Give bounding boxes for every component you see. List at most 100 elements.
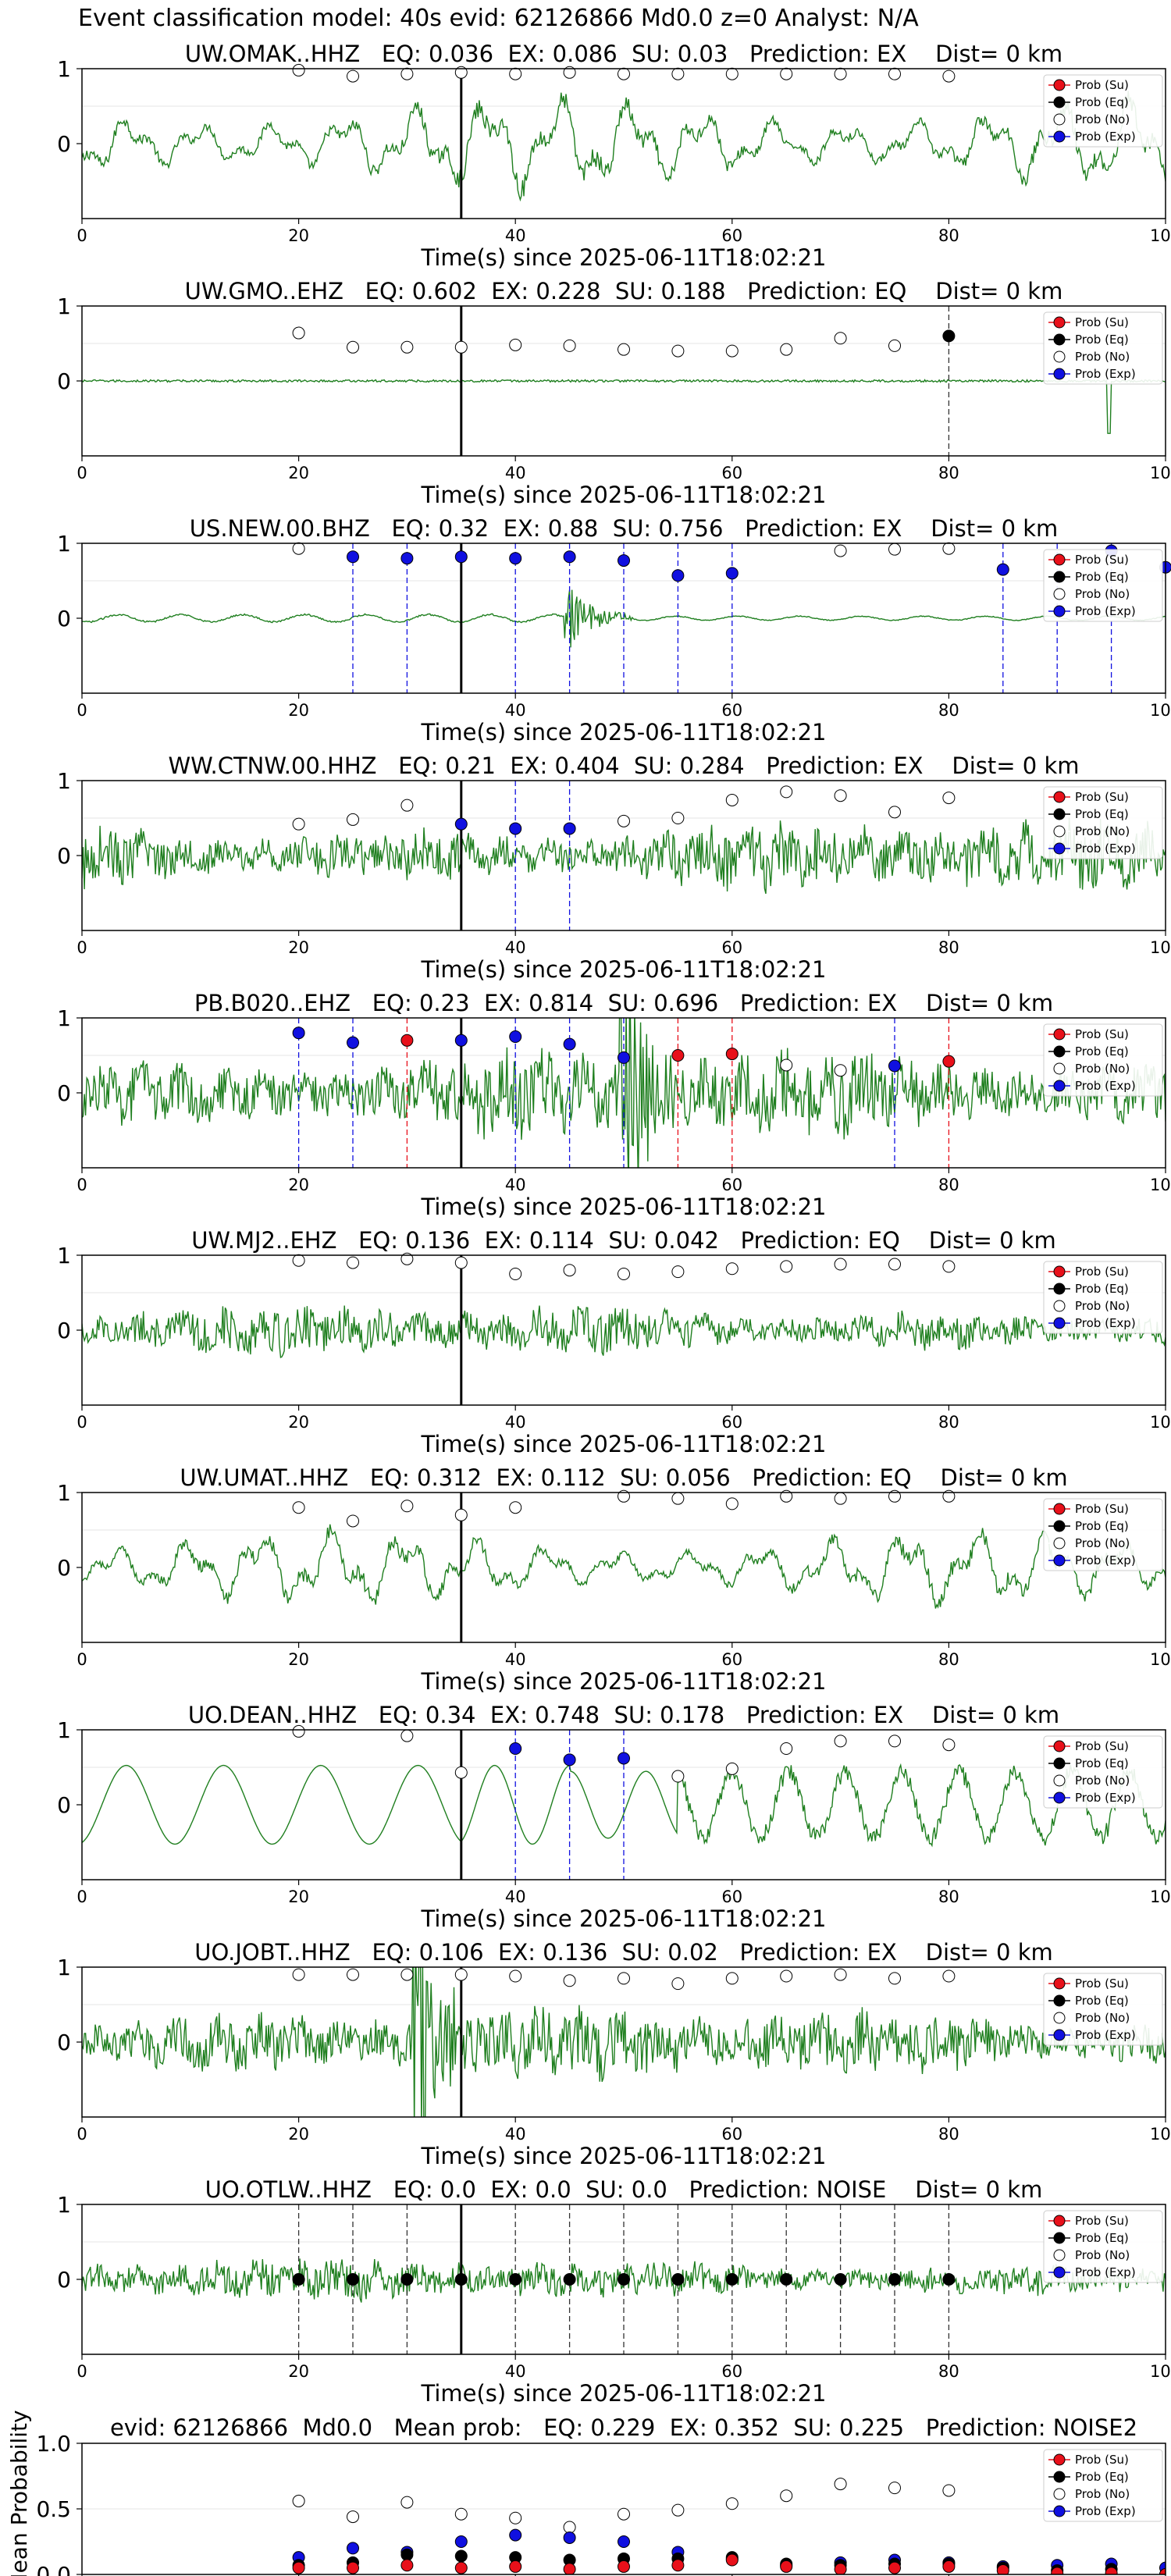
- waveform-trace: [82, 1305, 1166, 1358]
- legend-marker: [1053, 808, 1066, 820]
- legend-marker: [1053, 130, 1066, 143]
- prob-point-exp: [509, 1742, 522, 1755]
- prob-point-no: [454, 1766, 468, 1779]
- legend-label: Prob (No): [1075, 1062, 1130, 1076]
- y-tick-label: 1: [57, 56, 71, 82]
- prob-point-no: [400, 1252, 414, 1265]
- figure-title: Event classification model: 40s evid: 62…: [78, 5, 919, 32]
- prob-point-no: [292, 63, 305, 76]
- prob-point-eq: [942, 2273, 956, 2286]
- legend-marker: [1053, 368, 1066, 380]
- legend-label: Prob (Exp): [1075, 367, 1136, 381]
- x-tick-label: 60: [721, 2125, 742, 2144]
- legend-box: [1043, 1973, 1163, 2046]
- x-tick-label: 20: [288, 701, 309, 720]
- prob-point-no: [671, 1265, 685, 1279]
- prob-point-exp: [563, 550, 576, 564]
- waveform-trace: [82, 589, 1166, 648]
- x-axis-label: Time(s) since 2025-06-11T18:02:21: [421, 244, 827, 271]
- prob-point-no: [942, 1738, 956, 1752]
- prob-point-no: [834, 1735, 847, 1748]
- legend-label: Prob (Su): [1075, 553, 1129, 567]
- waveform-trace: [82, 379, 1166, 434]
- x-tick-label: 80: [938, 1176, 959, 1194]
- y-tick-label: 0: [57, 843, 71, 869]
- x-tick-label: 20: [288, 226, 309, 245]
- mean-prob-point-eq: [454, 2549, 468, 2563]
- x-axis-label: Time(s) since 2025-06-11T18:02:21: [421, 1194, 827, 1220]
- prob-point-su: [671, 1049, 685, 1062]
- x-axis-label: Time(s) since 2025-06-11T18:02:21: [421, 2380, 827, 2407]
- prob-point-no: [834, 1258, 847, 1271]
- legend-label: Prob (Exp): [1075, 130, 1136, 144]
- x-tick-label: 0: [77, 1176, 87, 1194]
- x-tick-label: 20: [288, 2125, 309, 2144]
- prob-point-eq: [942, 329, 956, 343]
- prob-point-no: [400, 1968, 414, 1981]
- prob-point-no: [671, 1770, 685, 1783]
- chart-title: US.NEW.00.BHZ EQ: 0.32 EX: 0.88 SU: 0.75…: [190, 515, 1059, 542]
- legend-marker: [1053, 2029, 1066, 2041]
- mean-prob-point-su: [1159, 2568, 1166, 2574]
- prob-point-eq: [509, 2273, 522, 2286]
- prob-point-no: [292, 1968, 305, 1981]
- y-tick-label: 0: [57, 1555, 71, 1581]
- legend-label: Prob (No): [1075, 2011, 1130, 2025]
- legend-marker: [1053, 1977, 1066, 1990]
- waveform-trace: [82, 817, 1166, 895]
- prob-point-no: [509, 1268, 522, 1280]
- x-tick-label: 0: [77, 1888, 87, 1906]
- mean-prob-point-su: [292, 2561, 305, 2574]
- chart-title: evid: 62126866 Md0.0 Mean prob: EQ: 0.22…: [110, 2414, 1137, 2441]
- y-tick-label: 1: [57, 768, 71, 794]
- y-tick-label: 1: [57, 1005, 71, 1031]
- mean-prob-point-eq: [400, 2548, 414, 2561]
- prob-point-no: [292, 1724, 305, 1738]
- mean-prob-point-no: [942, 2484, 956, 2497]
- legend-marker: [1053, 316, 1066, 329]
- prob-point-no: [509, 1501, 522, 1514]
- legend-marker: [1053, 1740, 1066, 1752]
- x-tick-label: 60: [721, 938, 742, 957]
- x-tick-label: 40: [505, 701, 526, 720]
- prob-point-eq: [780, 2273, 793, 2286]
- legend-marker: [1053, 588, 1066, 600]
- prob-point-no: [509, 67, 522, 80]
- legend-box: [1043, 74, 1163, 148]
- legend-label: Prob (No): [1075, 824, 1130, 838]
- mean-prob-point-no: [888, 2482, 901, 2495]
- legend-label: Prob (No): [1075, 112, 1130, 126]
- x-axis-label: Time(s) since 2025-06-11T18:02:21: [421, 956, 827, 983]
- chart-title: PB.B020..EHZ EQ: 0.23 EX: 0.814 SU: 0.69…: [194, 990, 1053, 1016]
- legend-label: Prob (Eq): [1075, 2231, 1129, 2245]
- prob-point-no: [888, 67, 901, 80]
- prob-point-exp: [454, 550, 468, 564]
- legend-marker: [1053, 1554, 1066, 1567]
- prob-point-no: [942, 1260, 956, 1273]
- prob-point-no: [942, 69, 956, 83]
- chart-title: UO.OTLW..HHZ EQ: 0.0 EX: 0.0 SU: 0.0 Pre…: [205, 2176, 1043, 2203]
- legend-label: Prob (Eq): [1075, 1044, 1129, 1059]
- prob-point-no: [888, 1258, 901, 1271]
- axes-frame: [81, 68, 1166, 219]
- legend-marker: [1053, 1028, 1066, 1041]
- legend-label: Prob (Eq): [1075, 333, 1129, 347]
- legend-label: Prob (Su): [1075, 2453, 1129, 2467]
- y-tick-label: 1: [57, 1243, 71, 1268]
- mean-prob-point-su: [834, 2563, 847, 2574]
- legend-marker: [1053, 605, 1066, 617]
- mean-prob-point-su: [942, 2560, 956, 2573]
- prob-point-no: [347, 1968, 359, 1981]
- legend-marker: [1053, 1791, 1066, 1804]
- prob-point-no: [292, 1501, 305, 1514]
- prob-point-no: [834, 1064, 847, 1077]
- prob-point-no: [618, 1972, 630, 1985]
- prob-point-exp: [618, 1752, 630, 1765]
- legend-marker: [1053, 2471, 1066, 2483]
- prob-point-no: [725, 1262, 739, 1276]
- legend-marker: [1053, 1080, 1066, 1092]
- prob-point-no: [834, 332, 847, 345]
- legend-marker: [1053, 1045, 1066, 1058]
- legend-label: Prob (No): [1075, 2248, 1130, 2262]
